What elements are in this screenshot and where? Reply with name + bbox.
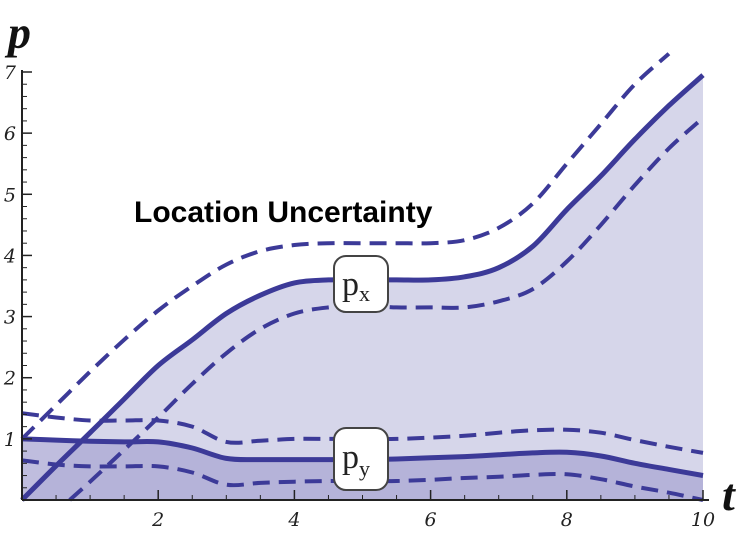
x-axis-title: t [722,469,736,520]
px-label-box: px [333,255,389,313]
py-label-main: p [342,439,359,476]
px-label-sub: x [359,281,370,306]
y-tick-label: 2 [3,368,16,390]
py-label-sub: y [359,456,370,481]
x-tick-label: 6 [425,509,437,531]
px-label-main: p [342,266,359,303]
y-axis-title: p [4,7,31,58]
y-tick-label: 7 [4,62,17,84]
y-tick-label: 6 [4,123,16,145]
x-tick-label: 8 [561,509,573,531]
svg-text:py: py [342,439,370,481]
svg-text:px: px [342,266,370,306]
py-label-box: py [333,427,389,491]
px-upper-bound-curve [20,52,671,441]
y-tick-label: 1 [4,429,16,451]
x-tick-label: 4 [287,509,300,531]
x-tick-label: 2 [151,509,164,531]
y-tick-label: 4 [3,245,16,267]
y-tick-label: 5 [4,184,16,206]
location-uncertainty-annotation: Location Uncertainty [134,196,433,229]
x-tick-label: 10 [691,509,715,531]
axes [21,70,709,501]
y-tick-label: 3 [4,307,16,329]
